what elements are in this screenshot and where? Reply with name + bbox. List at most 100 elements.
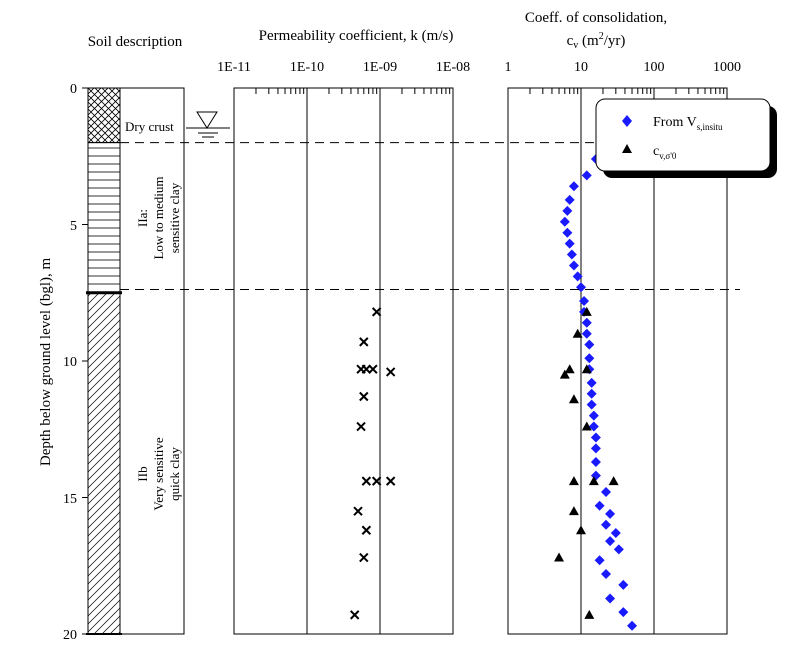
- vs-insitu-point: [559, 216, 570, 227]
- consolidation-panel: Coeff. of consolidation, cv (m2/yr) 1 10…: [505, 10, 741, 635]
- y-tick-labels: 0 5 10 15 20: [63, 82, 77, 643]
- vs-insitu-point: [590, 432, 601, 443]
- legend-box: [595, 98, 771, 172]
- permeability-title: Permeability coefficient, k (m/s): [259, 28, 454, 44]
- vs-insitu-point: [618, 607, 629, 618]
- consolidation-title-line2: cv (m2/yr): [567, 31, 626, 51]
- vs-insitu-point: [581, 170, 592, 181]
- cv-symbol: c: [567, 33, 574, 49]
- y-axis-label: Depth below ground level (bgl), m: [38, 258, 54, 467]
- cv-sigma-point: [608, 476, 619, 486]
- vs-insitu-point: [586, 388, 597, 399]
- permeability-point: [371, 476, 382, 486]
- vs-insitu-point: [618, 579, 629, 590]
- consolidation-gridlines: [507, 88, 655, 634]
- permeability-points: [349, 307, 396, 620]
- permeability-gridlines: [233, 88, 381, 634]
- layer-dry-crust-pattern: [87, 87, 121, 144]
- vs-insitu-point: [588, 410, 599, 421]
- cv-unit-sup: 2: [599, 31, 604, 42]
- consolidation-x-tick-label: 1000: [713, 60, 741, 75]
- cv-sigma-point: [576, 525, 586, 535]
- permeability-x-tick-label: 1E-11: [217, 60, 251, 75]
- vs-insitu-point: [579, 295, 590, 306]
- legend-entry-vs: From Vs,insitu: [653, 115, 723, 132]
- vs-insitu-point: [586, 377, 597, 388]
- layer-iib-label: IIb Very sensitive quick clay: [135, 437, 182, 511]
- vs-insitu-point: [605, 536, 616, 547]
- y-tick-label: 15: [63, 492, 77, 507]
- cv-sigma-point: [568, 476, 579, 486]
- cv-unit-a: (m: [578, 33, 599, 49]
- vs-insitu-point: [627, 620, 638, 631]
- permeability-point: [356, 421, 366, 432]
- permeability-point: [371, 307, 382, 317]
- consolidation-plot-area: [507, 87, 728, 635]
- legend-cv-subscript: v,σ'0: [659, 151, 677, 161]
- permeability-point: [359, 391, 369, 402]
- vs-insitu-point: [576, 282, 586, 293]
- legend-vs-text: From V: [653, 115, 697, 130]
- permeability-point: [359, 552, 369, 563]
- soil-description-title: Soil description: [88, 34, 183, 50]
- vs-insitu-point: [600, 487, 611, 498]
- vs-insitu-point: [605, 508, 616, 519]
- vs-insitu-point: [605, 593, 616, 604]
- cv-sigma-point: [572, 328, 583, 338]
- soil-column-panel: Soil description Depth below ground leve…: [38, 34, 230, 643]
- vs-insitu-point: [584, 339, 595, 350]
- cv-sigma-point: [568, 394, 579, 404]
- permeability-point: [349, 610, 360, 620]
- vs-insitu-point: [568, 181, 579, 192]
- cv-sigma-point: [564, 364, 575, 374]
- cv-sigma-point: [581, 421, 592, 431]
- layer-iia-label-line: sensitive clay: [167, 182, 182, 253]
- consolidation-points: [554, 153, 638, 631]
- permeability-panel: Permeability coefficient, k (m/s) 1E-11 …: [217, 28, 470, 635]
- vs-insitu-point: [584, 353, 595, 364]
- vs-insitu-point: [566, 249, 577, 260]
- layer-iib-pattern: [87, 292, 121, 635]
- permeability-x-tick-label: 1E-09: [363, 60, 397, 75]
- cv-sigma-point: [568, 506, 579, 516]
- permeability-point: [385, 476, 396, 486]
- vs-insitu-point: [594, 500, 605, 511]
- vs-insitu-point: [610, 527, 621, 538]
- cv-sigma-point: [559, 369, 570, 379]
- consolidation-minor-ticks: [529, 88, 725, 94]
- cv-sigma-point: [581, 364, 592, 374]
- legend: From Vs,insitu cv,σ'0: [595, 98, 777, 178]
- permeability-point: [385, 367, 396, 377]
- permeability-minor-ticks: [255, 88, 451, 94]
- y-tick-label: 5: [70, 219, 77, 234]
- vs-insitu-point: [594, 555, 605, 566]
- cv-sigma-point: [581, 306, 592, 316]
- cv-sigma-point: [588, 476, 599, 486]
- permeability-point: [361, 476, 372, 486]
- permeability-point: [368, 364, 378, 374]
- permeability-x-tick-label: 1E-08: [436, 60, 470, 75]
- permeability-point: [353, 506, 363, 516]
- y-tick-label: 10: [63, 355, 77, 370]
- vs-insitu-point: [590, 443, 601, 454]
- vs-insitu-point: [600, 519, 611, 530]
- permeability-plot-area: [233, 87, 454, 635]
- consolidation-x-tick-label: 100: [644, 60, 665, 75]
- permeability-point: [359, 337, 369, 347]
- layer-iia-label: IIa: Low to medium sensitive clay: [135, 176, 182, 259]
- vs-insitu-point: [568, 260, 579, 271]
- vs-insitu-point: [564, 238, 575, 249]
- layer-iib-label-line: quick clay: [167, 447, 182, 501]
- vs-insitu-point: [581, 317, 592, 328]
- vs-insitu-point: [564, 194, 575, 205]
- vs-insitu-point: [586, 399, 597, 410]
- cv-sigma-point: [554, 552, 565, 562]
- vs-insitu-point: [562, 205, 573, 216]
- layer-iib-label-line: Very sensitive: [151, 437, 166, 511]
- vs-insitu-point: [581, 328, 592, 339]
- soil-description-box: [119, 87, 185, 635]
- vs-insitu-point: [613, 544, 624, 555]
- y-axis-label-group: Depth below ground level (bgl), m: [38, 258, 54, 467]
- consolidation-x-tick-label: 10: [574, 60, 588, 75]
